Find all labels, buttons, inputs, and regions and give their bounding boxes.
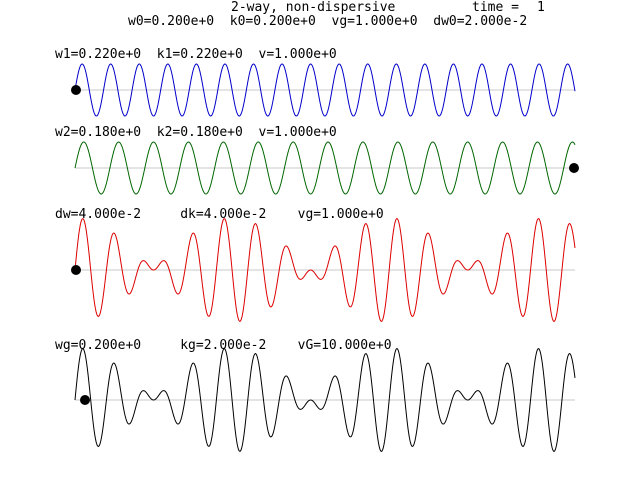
title: 2-way, non-dispersive — [231, 0, 396, 15]
marker-w1[interactable] — [71, 85, 81, 95]
wave-dw — [74, 218, 576, 322]
panel-label-dw: dw=4.000e-2 dk=4.000e-2 vg=1.000e+0 — [55, 207, 384, 222]
panel-label-w2: w2=0.180e+0 k2=0.180e+0 v=1.000e+0 — [55, 125, 337, 140]
panel-dw — [71, 218, 576, 322]
wave-w1 — [74, 63, 576, 117]
panel-w2 — [74, 141, 579, 195]
panel-w1 — [71, 63, 576, 117]
panel-label-wg: wg=0.200e+0 kg=2.000e-2 vG=10.000e+0 — [55, 338, 392, 353]
panel-label-w1: w1=0.220e+0 k1=0.220e+0 v=1.000e+0 — [55, 47, 337, 62]
marker-dw[interactable] — [71, 265, 81, 275]
panel-wg — [74, 348, 576, 452]
time-value: 1 — [537, 0, 545, 15]
header-params: w0=0.200e+0 k0=0.200e+0 vg=1.000e+0 dw0=… — [128, 14, 528, 29]
wave-wg — [74, 348, 576, 452]
marker-w2[interactable] — [569, 163, 579, 173]
marker-wg[interactable] — [80, 395, 90, 405]
wave-w2 — [74, 141, 576, 195]
time-label: time = — [472, 0, 519, 15]
